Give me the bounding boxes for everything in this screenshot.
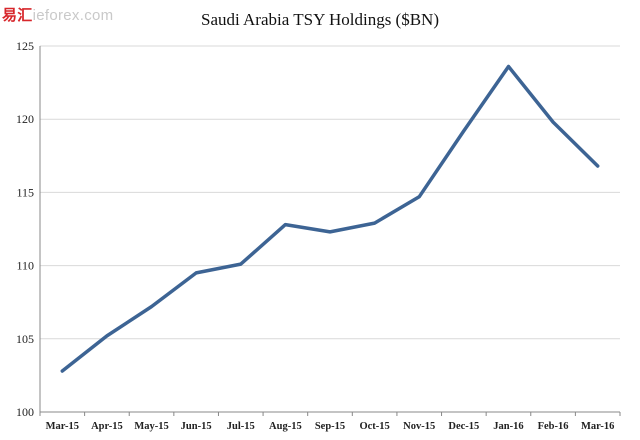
data-point-feb-16 (551, 120, 555, 124)
x-tick-label-jan-16: Jan-16 (493, 421, 523, 432)
watermark-site: ieforex.com (32, 7, 114, 24)
x-tick-labels: Mar-15 Apr-15 May-15 Jun-15 Jul-15 Aug-15 Sep-… (46, 421, 615, 432)
x-tick-label-mar-15: Mar-15 (46, 421, 79, 432)
data-point-aug-15 (284, 223, 287, 226)
y-tick-label-105: 105 (16, 332, 34, 346)
x-tick-label-may-15: May-15 (134, 421, 168, 432)
y-tick-label-115: 115 (16, 185, 34, 199)
data-point-mar-16 (596, 164, 599, 168)
y-tick-label-120: 120 (16, 112, 34, 126)
data-point-may-15 (150, 305, 153, 308)
series-line-0 (60, 64, 600, 373)
data-point-jan-16 (507, 65, 510, 68)
gridlines (40, 45, 620, 340)
x-tick-label-sep-15: Sep-15 (315, 421, 345, 432)
x-tick-label-feb-16: Feb-16 (538, 421, 569, 432)
axes (39, 46, 621, 416)
watermark: 易汇ieforex.com (2, 4, 113, 25)
data-point-mar-15 (61, 369, 64, 373)
y-tick-label-110: 110 (16, 259, 34, 273)
x-tick-label-oct-15: Oct-15 (359, 421, 389, 432)
data-point-jul-15 (239, 262, 242, 266)
data-point-jun-15 (194, 271, 198, 275)
data-point-dec-15 (462, 129, 466, 133)
x-tick-label-nov-15: Nov-15 (403, 421, 435, 432)
data-point-sep-15 (328, 230, 332, 234)
x-tick-label-jun-15: Jun-15 (181, 421, 212, 432)
series-layer (60, 64, 600, 373)
x-tick-label-aug-15: Aug-15 (269, 421, 302, 432)
x-tick-label-apr-15: Apr-15 (91, 421, 123, 432)
watermark-brand: 易汇 (2, 7, 33, 24)
y-tick-label-125: 125 (16, 39, 34, 53)
data-point-nov-15 (418, 195, 421, 198)
y-tick-label-100: 100 (16, 405, 34, 419)
data-point-oct-15 (373, 221, 376, 225)
y-tick-labels: 100 105 110 115 120 125 (16, 39, 34, 419)
data-point-apr-15 (105, 334, 109, 338)
x-tick-label-dec-15: Dec-15 (448, 421, 479, 432)
chart-title: Saudi Arabia TSY Holdings ($BN) (201, 10, 439, 29)
x-tick-label-mar-16: Mar-16 (581, 421, 614, 432)
x-tick-label-jul-15: Jul-15 (227, 421, 255, 432)
